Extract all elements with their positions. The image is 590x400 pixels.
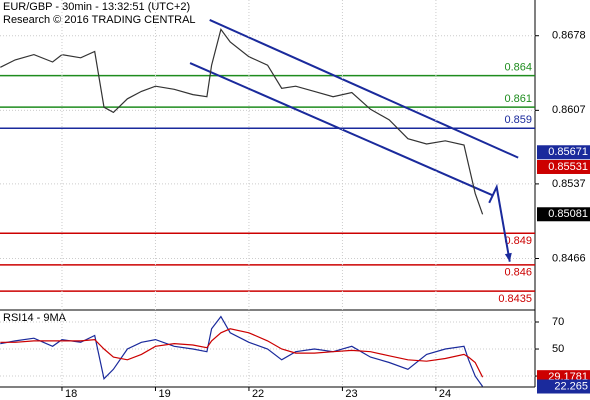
level-label: 0.846 — [504, 267, 532, 279]
chart-title: EUR/GBP - 30min - 13:32:51 (UTC+2) — [3, 1, 190, 13]
value-box — [537, 379, 590, 394]
x-tick-label: 19 — [158, 388, 170, 400]
y-tick-label: 50 — [552, 343, 564, 355]
y-tick-label: 0.8537 — [552, 178, 586, 190]
value-box — [537, 159, 590, 174]
trendline — [189, 62, 494, 197]
level-label: 0.864 — [504, 62, 532, 74]
chart-subtitle: Research © 2016 TRADING CENTRAL — [3, 14, 196, 26]
value-box — [537, 145, 590, 160]
level-label: 0.859 — [504, 114, 532, 126]
y-tick-label: 0.8607 — [552, 104, 586, 116]
trendline — [209, 19, 519, 159]
y-tick-label: 0.8678 — [552, 30, 586, 42]
value-box — [537, 207, 590, 222]
x-tick-label: 18 — [65, 388, 77, 400]
x-tick-label: 22 — [252, 388, 264, 400]
forecast-arrow — [488, 183, 511, 262]
value-box-label: 0.85531 — [548, 161, 588, 173]
value-box-label: 0.85081 — [548, 208, 588, 220]
value-box-label: 0.85671 — [548, 146, 588, 158]
x-tick-label: 24 — [439, 388, 451, 400]
y-tick-label: 0.8466 — [552, 252, 586, 264]
level-label: 0.8435 — [498, 293, 532, 305]
level-label: 0.861 — [504, 93, 532, 105]
arrow-head — [504, 252, 512, 262]
series-line — [0, 28, 484, 215]
rsi-title: RSI14 - 9MA — [3, 312, 67, 324]
value-box-label: 22.265 — [554, 380, 588, 392]
series-line — [0, 328, 484, 378]
series-line — [0, 315, 484, 387]
level-label: 0.849 — [504, 235, 532, 247]
x-tick-label: 23 — [345, 388, 357, 400]
y-tick-label: 70 — [552, 316, 564, 328]
